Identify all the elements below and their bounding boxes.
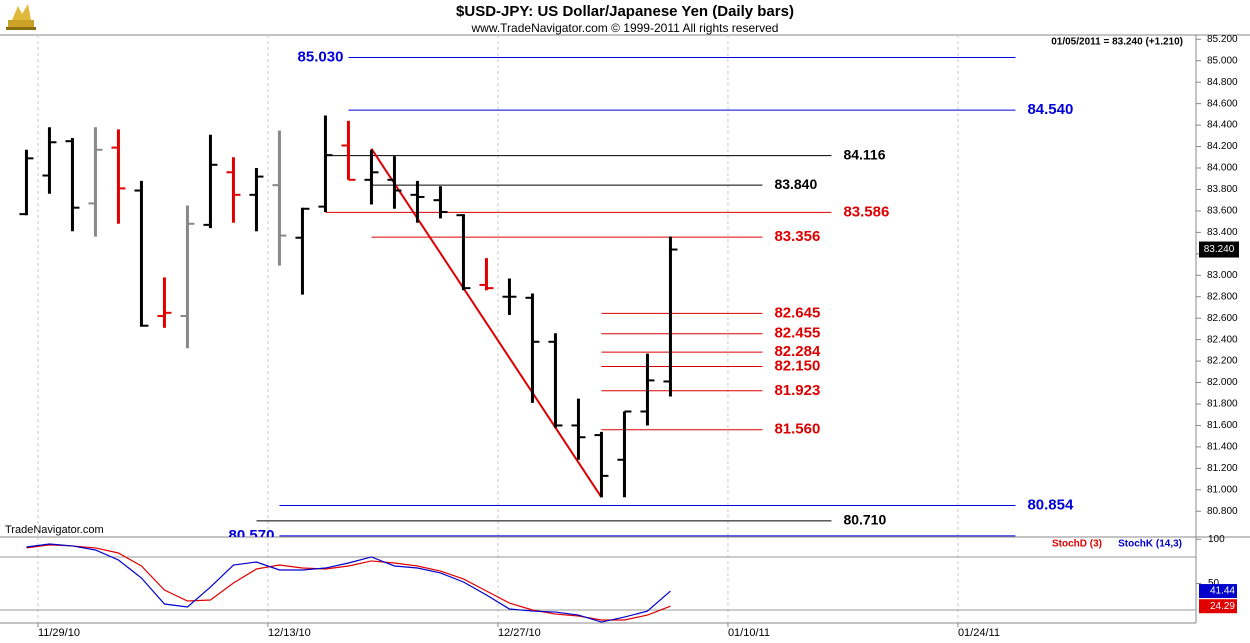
last-value-label: 41.44 — [1210, 586, 1235, 597]
last-value-box — [1199, 584, 1237, 599]
y-tick-label: 80.800 — [1207, 506, 1238, 517]
stoch-line — [26, 544, 671, 621]
y-tick-label: 100 — [1208, 534, 1225, 545]
y-tick-label: 81.400 — [1207, 442, 1238, 453]
y-tick-label: 82.800 — [1207, 291, 1238, 302]
y-tick-label: 84.200 — [1207, 141, 1238, 152]
y-tick-label: 81.600 — [1207, 420, 1238, 431]
y-tick-label: 83.000 — [1207, 270, 1238, 281]
y-tick-label: 81.200 — [1207, 463, 1238, 474]
y-tick-label: 82.000 — [1207, 377, 1238, 388]
last-value-label: 24.29 — [1210, 601, 1235, 612]
level-label: 80.710 — [843, 512, 886, 528]
y-tick-label: 50 — [1208, 578, 1220, 589]
stoch-plot — [0, 537, 1196, 623]
y-tick-label: 84.600 — [1207, 98, 1238, 109]
header-info: 01/05/2011 = 83.240 (+1.210) — [1051, 37, 1183, 48]
y-tick-label: 82.400 — [1207, 334, 1238, 345]
logo — [6, 4, 36, 30]
y-tick-label: 85.000 — [1207, 55, 1238, 66]
y-tick-label: 81.800 — [1207, 399, 1238, 410]
y-tick-label: 83.600 — [1207, 206, 1238, 217]
level-label: 80.570 — [229, 527, 275, 544]
y-tick-label: 83.400 — [1207, 227, 1238, 238]
x-tick-label: 01/10/11 — [728, 627, 770, 639]
level-label: 83.356 — [774, 228, 820, 245]
chart-title: $USD-JPY: US Dollar/Japanese Yen (Daily … — [456, 3, 794, 20]
level-label: 84.540 — [1027, 101, 1073, 118]
y-tick-label: 83.800 — [1207, 184, 1238, 195]
x-tick-label: 12/13/10 — [268, 627, 311, 639]
y-tick-label: 81.000 — [1207, 484, 1238, 495]
watermark: TradeNavigator.com — [5, 524, 104, 536]
x-tick-label: 12/27/10 — [498, 627, 541, 639]
y-tick-label: 84.000 — [1207, 163, 1238, 174]
x-tick-label: 01/24/11 — [958, 627, 1000, 639]
level-label: 82.645 — [774, 304, 820, 321]
level-label: 80.854 — [1027, 496, 1074, 513]
stoch-line — [26, 543, 671, 623]
price-plot: 85.030 84.540 84.116 83.840 83.586 83.356 82.6… — [19, 35, 1074, 544]
last-price-label: 83.240 — [1204, 244, 1235, 255]
level-label: 81.923 — [774, 382, 820, 399]
level-label: 81.560 — [774, 421, 820, 438]
level-label: 85.030 — [298, 48, 344, 65]
y-tick-label: 84.400 — [1207, 120, 1238, 131]
level-label: 83.586 — [843, 203, 889, 220]
level-label: 84.116 — [843, 146, 885, 162]
level-label: 83.840 — [774, 176, 817, 192]
last-price-box — [1199, 241, 1239, 258]
trend-line — [370, 148, 603, 498]
y-tick-label: 82.200 — [1207, 356, 1238, 367]
y-tick-label: 85.200 — [1207, 34, 1238, 45]
level-label: 82.455 — [774, 325, 820, 342]
legend-label: StochK (14,3) — [1118, 539, 1182, 550]
y-tick-label: 82.600 — [1207, 313, 1238, 324]
y-tick-label: 84.800 — [1207, 77, 1238, 88]
x-tick-label: 11/29/10 — [38, 627, 80, 639]
level-label: 82.150 — [774, 357, 820, 374]
level-label: 82.284 — [774, 343, 821, 360]
legend-label: StochD (3) — [1052, 539, 1102, 550]
subtitle: www.TradeNavigator.com © 1999-2011 All r… — [471, 21, 779, 35]
last-value-box — [1199, 599, 1237, 614]
